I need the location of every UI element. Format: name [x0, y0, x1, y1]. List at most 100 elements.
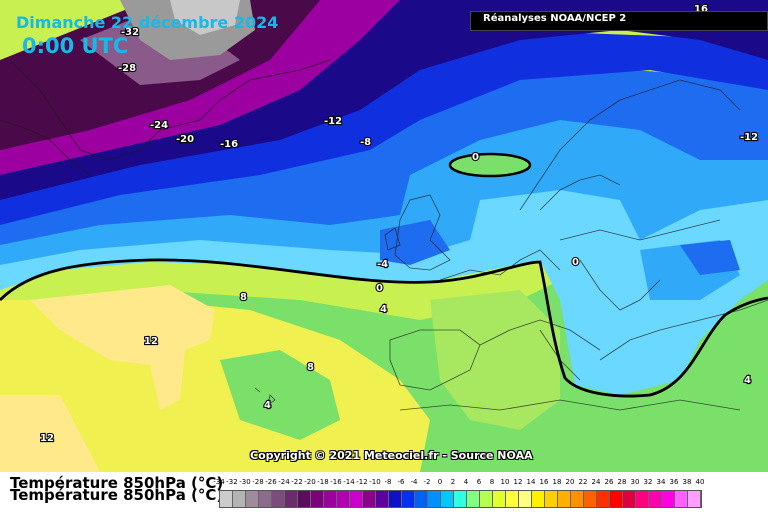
scale-tick-label: 26 — [604, 478, 614, 486]
scale-tick-label: -10 — [369, 478, 381, 486]
black-sea-coast — [599, 299, 768, 361]
scale-swatch — [558, 491, 571, 507]
scale-swatch — [610, 491, 623, 507]
scale-tick-label: -16 — [330, 478, 342, 486]
scale-swatch — [337, 491, 350, 507]
scale-swatch — [246, 491, 259, 507]
scale-swatch — [584, 491, 597, 507]
field-green-south — [220, 350, 340, 440]
scale-swatch — [493, 491, 506, 507]
scale-swatch — [298, 491, 311, 507]
scale-swatch — [285, 491, 298, 507]
scale-tick-label: -18 — [317, 478, 329, 486]
ireland-coast — [384, 227, 401, 251]
scale-swatch — [545, 491, 558, 507]
scale-swatch — [675, 491, 688, 507]
scale-tick-label: -8 — [384, 478, 392, 486]
iso-label: 8 — [240, 292, 247, 303]
map-date-title: Dimanche 22 décembre 2024 — [16, 13, 279, 32]
isotherm-labels: -32 -28 -24 -20 -16 -12 -8 -12 0 -4 0 4 … — [39, 3, 759, 445]
eastern-borders — [559, 219, 721, 241]
scale-tick-label: -12 — [356, 478, 368, 486]
map-time-title: 0:00 UTC — [22, 34, 129, 58]
field-grey-light — [170, 0, 240, 35]
scale-tick-label: -2 — [423, 478, 431, 486]
source-label: Réanalyses NOAA/NCEP 2 — [483, 13, 627, 24]
scale-swatch — [506, 491, 519, 507]
scale-tick-label: 8 — [489, 478, 495, 486]
scale-tick-label: -24 — [278, 478, 290, 486]
iso-label: 4 — [264, 400, 271, 411]
scale-tick-label: 4 — [463, 478, 469, 486]
iso-label: 0 — [376, 283, 383, 294]
iso-label: -24 — [150, 120, 168, 131]
field-navy-top — [430, 0, 768, 8]
scale-swatch — [350, 491, 363, 507]
scale-swatch — [454, 491, 467, 507]
scale-tick-label: -22 — [291, 478, 303, 486]
scale-swatch — [272, 491, 285, 507]
scale-swatch — [259, 491, 272, 507]
scale-tick-label: -20 — [304, 478, 316, 486]
scale-swatch — [324, 491, 337, 507]
scale-swatch — [415, 491, 428, 507]
iso-label: -20 — [176, 134, 194, 145]
scale-tick-label: -4 — [410, 478, 418, 486]
scale-tick-label: 6 — [476, 478, 482, 486]
scale-swatch — [220, 491, 233, 507]
scale-swatch — [402, 491, 415, 507]
scale-swatch — [311, 491, 324, 507]
iso-label: 4 — [380, 304, 387, 315]
iso-label: -4 — [377, 259, 388, 270]
scale-swatch — [363, 491, 376, 507]
scale-tick-label: 36 — [669, 478, 679, 486]
copyright-notice: Copyright © 2021 Meteociel.fr - Source N… — [250, 449, 533, 462]
iso-label: -12 — [324, 116, 342, 127]
scale-tick-label: 14 — [526, 478, 536, 486]
scale-tick-label: 38 — [682, 478, 692, 486]
scale-swatch — [597, 491, 610, 507]
scale-tick-label: 18 — [552, 478, 562, 486]
scale-swatch — [636, 491, 649, 507]
iso-label: 12 — [40, 433, 54, 444]
field-blue-mid — [0, 60, 768, 245]
field-pale-yellow-sw — [0, 395, 100, 472]
coastlines — [0, 59, 768, 411]
iso-label: -28 — [118, 63, 136, 74]
scale-swatch — [519, 491, 532, 507]
scale-swatch — [467, 491, 480, 507]
iso-label: 8 — [307, 362, 314, 373]
scale-swatch — [480, 491, 493, 507]
iberia-coast — [389, 329, 481, 391]
scale-tick-label: -28 — [252, 478, 264, 486]
scale-tick-label: -14 — [343, 478, 355, 486]
scale-swatch — [623, 491, 636, 507]
scale-swatch — [428, 491, 441, 507]
color-scale-ticks: -34 -32 -30 -28 -26 -24 -22 -20 -18 -16 -14 -12 -10-… — [213, 478, 745, 490]
field-blue — [0, 30, 768, 225]
scale-tick-label: 24 — [591, 478, 601, 486]
britain-coast — [394, 194, 451, 271]
scale-tick-label: 16 — [539, 478, 549, 486]
scale-swatch — [571, 491, 584, 507]
scale-swatch — [532, 491, 545, 507]
scale-tick-label: 2 — [450, 478, 456, 486]
field-blue-britain — [380, 220, 450, 265]
scale-swatch — [389, 491, 402, 507]
scale-tick-label: 34 — [656, 478, 666, 486]
scale-tick-label: 40 — [695, 478, 705, 486]
temperature-fields — [0, 0, 768, 472]
variable-title: Température 850hPa (°C) — [10, 474, 224, 492]
azores — [254, 387, 276, 406]
iso-label: 4 — [744, 375, 751, 386]
iso-label: -32 — [121, 27, 139, 38]
scale-swatch — [688, 491, 701, 507]
scale-tick-label: 22 — [578, 478, 588, 486]
baltic-coast — [539, 174, 621, 211]
zero-isotherm — [0, 258, 768, 398]
scale-tick-label: -6 — [397, 478, 405, 486]
scale-tick-label: -34 — [213, 478, 225, 486]
iso-label: -8 — [360, 137, 371, 148]
